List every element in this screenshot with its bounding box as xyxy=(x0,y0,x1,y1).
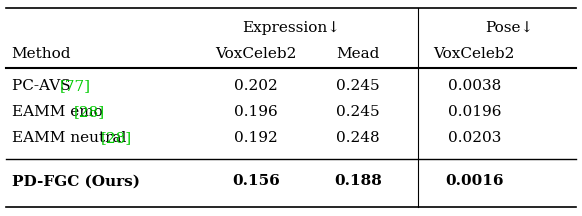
Text: 0.245: 0.245 xyxy=(336,79,379,93)
Text: Pose↓: Pose↓ xyxy=(485,21,533,35)
Text: VoxCeleb2: VoxCeleb2 xyxy=(434,47,515,61)
Text: PD-FGC (Ours): PD-FGC (Ours) xyxy=(12,175,140,188)
Text: Expression↓: Expression↓ xyxy=(242,21,340,35)
Text: 0.0038: 0.0038 xyxy=(448,79,501,93)
Text: EAMM emo: EAMM emo xyxy=(12,105,107,119)
Text: 0.202: 0.202 xyxy=(234,79,278,93)
Text: 0.245: 0.245 xyxy=(336,105,379,119)
Text: 0.192: 0.192 xyxy=(234,131,278,145)
Text: EAMM neutral: EAMM neutral xyxy=(12,131,131,145)
Text: 0.0016: 0.0016 xyxy=(445,175,503,188)
Text: 0.0196: 0.0196 xyxy=(448,105,501,119)
Text: [28]: [28] xyxy=(101,131,132,145)
Text: PC-AVS: PC-AVS xyxy=(12,79,75,93)
Text: 0.248: 0.248 xyxy=(336,131,379,145)
Text: Method: Method xyxy=(12,47,71,61)
Text: 0.188: 0.188 xyxy=(334,175,382,188)
Text: VoxCeleb2: VoxCeleb2 xyxy=(215,47,297,61)
Text: 0.196: 0.196 xyxy=(234,105,278,119)
Text: 0.156: 0.156 xyxy=(232,175,280,188)
Text: [77]: [77] xyxy=(60,79,91,93)
Text: Mead: Mead xyxy=(336,47,379,61)
Text: 0.0203: 0.0203 xyxy=(448,131,501,145)
Text: [28]: [28] xyxy=(73,105,105,119)
